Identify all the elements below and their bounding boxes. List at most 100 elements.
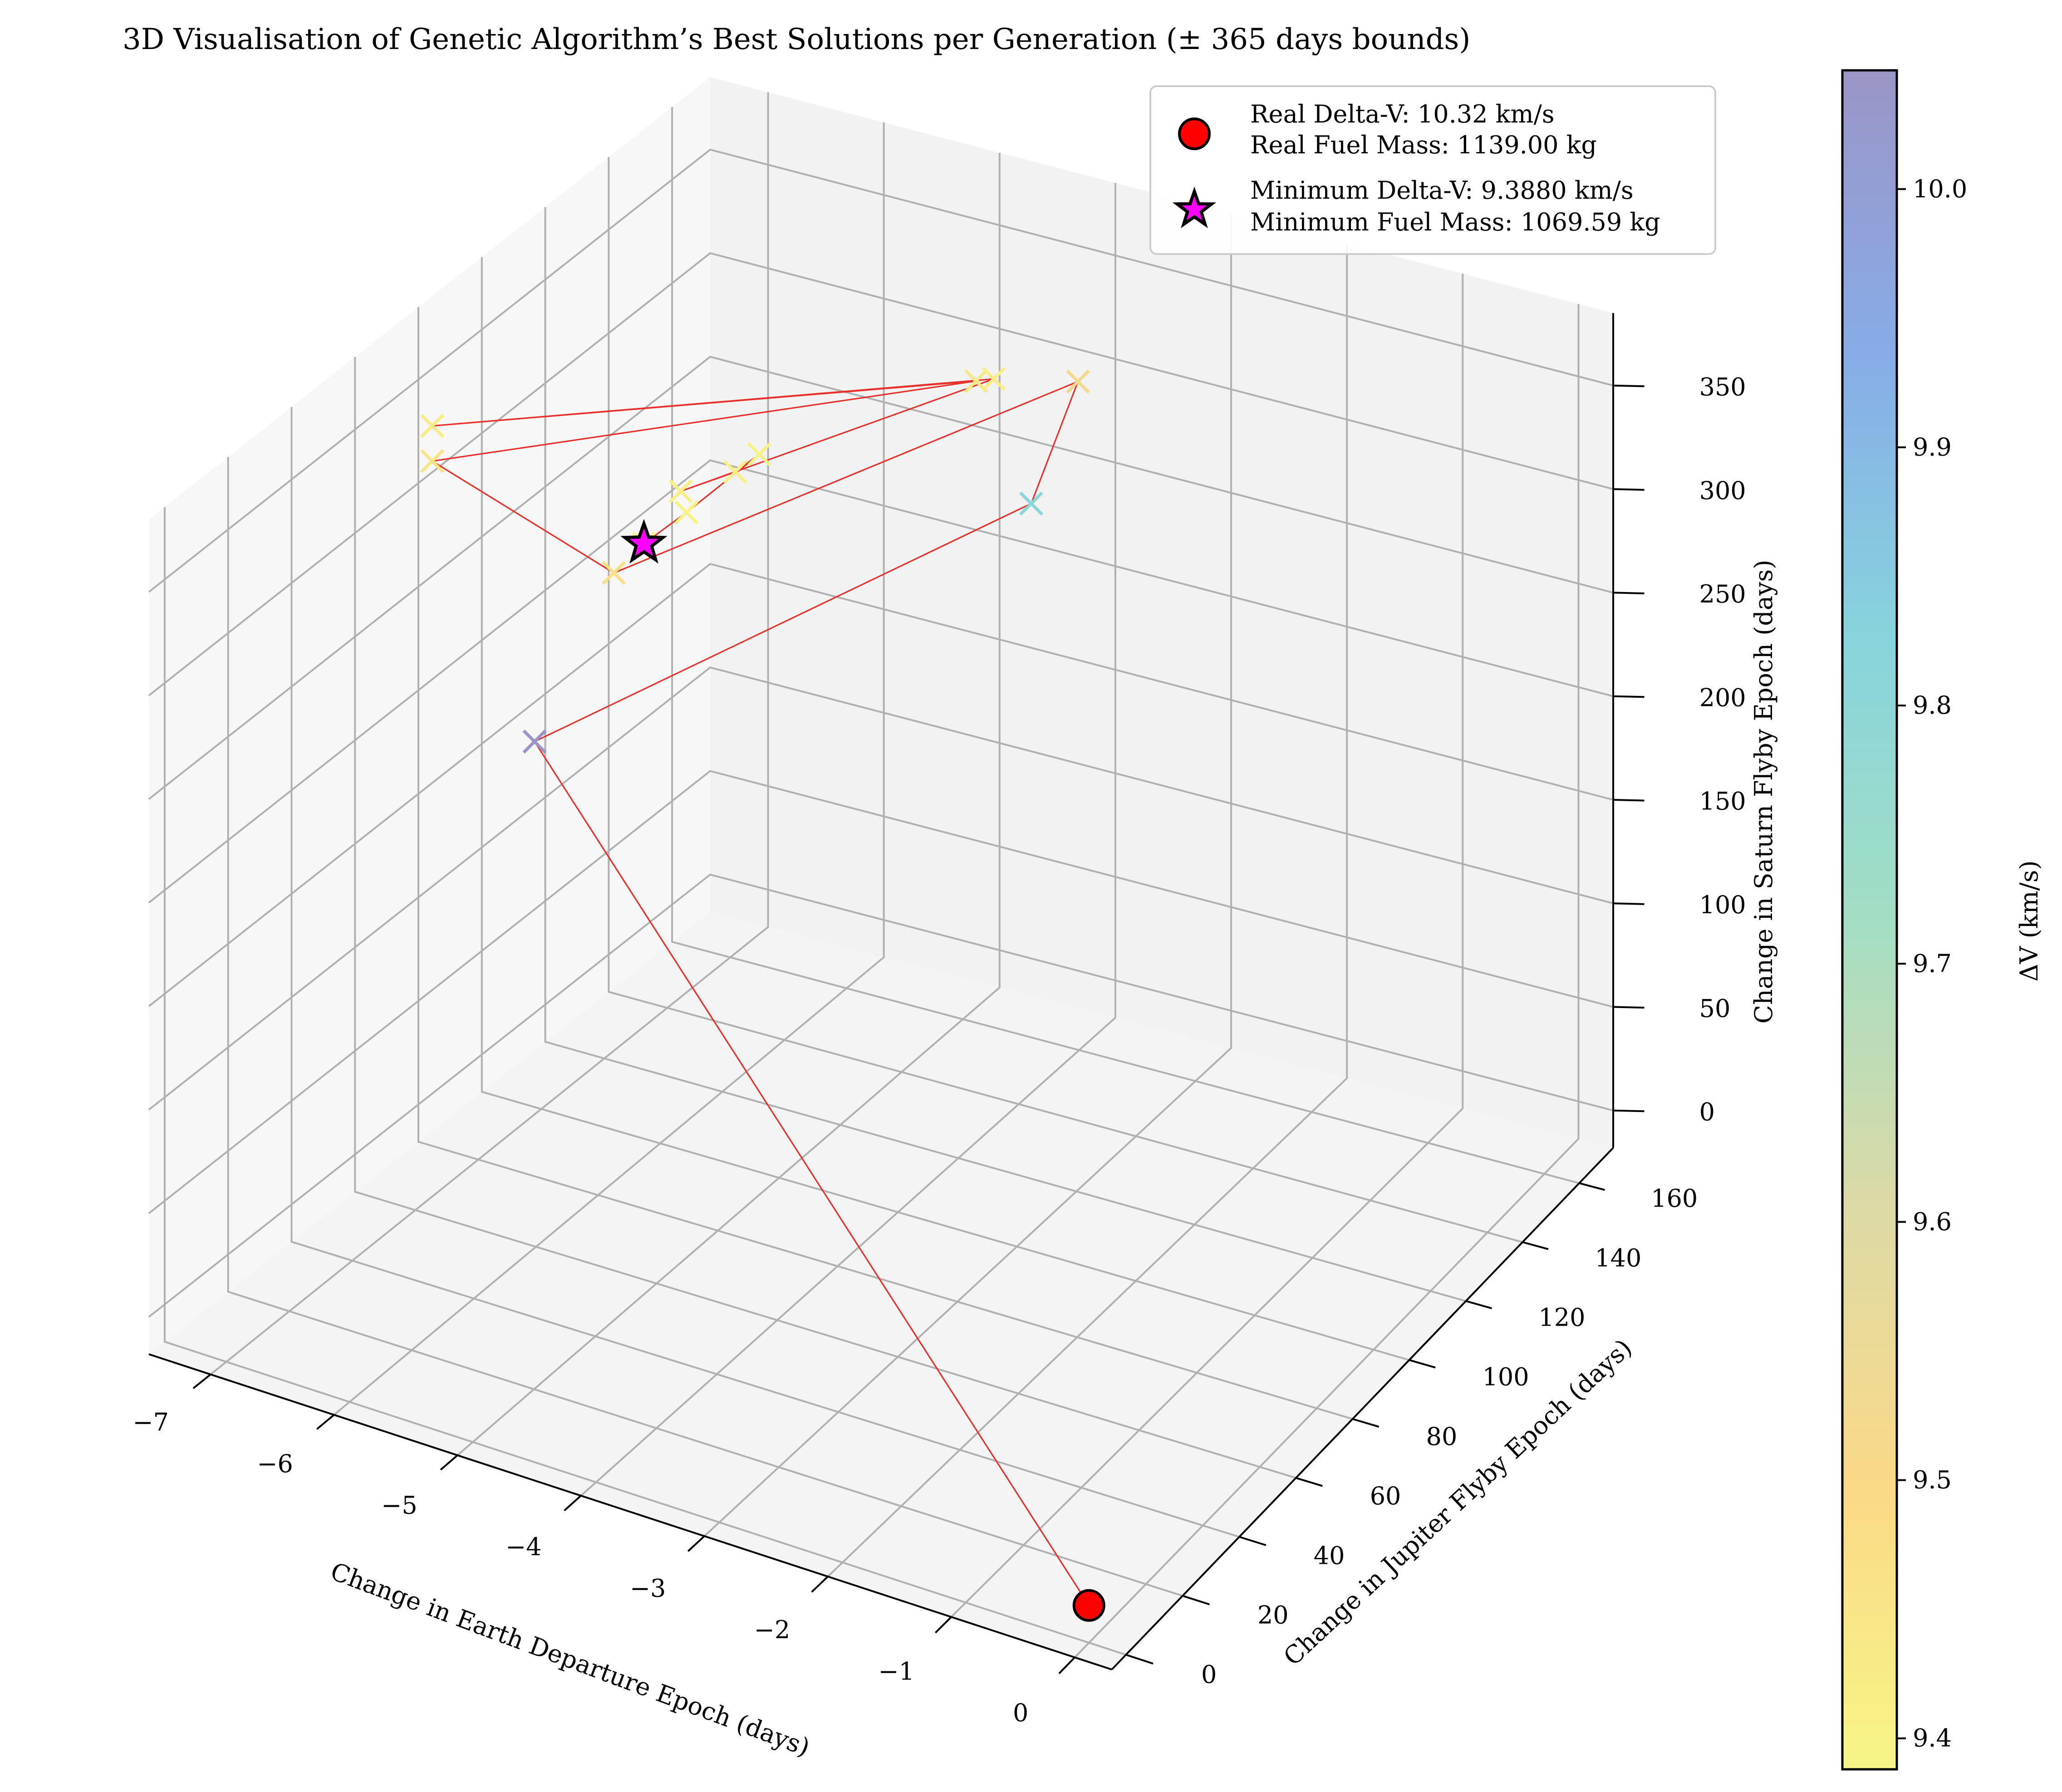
grid-line-y <box>671 107 1580 1184</box>
x-tick <box>316 1414 335 1430</box>
x-tick-label: 0 <box>1013 1699 1028 1727</box>
generation-marker <box>723 460 747 484</box>
colorbar: 9.4 9.5 9.6 9.7 9.8 9.9 10.0 ΔV (km/s) <box>1841 69 2043 1771</box>
z-tick <box>1613 384 1645 387</box>
pane-left <box>149 77 710 1354</box>
y-tick-label: 80 <box>1426 1422 1458 1451</box>
z-tick-label: 350 <box>1699 373 1746 401</box>
generation-marker-stroke <box>668 479 693 504</box>
generation-marker-stroke <box>1019 491 1043 516</box>
grid-line-z <box>148 873 1614 1318</box>
z-tick-label: 200 <box>1699 683 1746 712</box>
grid-line-y <box>290 407 1240 1538</box>
z-tick-label: 100 <box>1699 891 1746 919</box>
colorbar-tick-label: 9.4 <box>1913 1724 1952 1753</box>
y-tick <box>1239 1536 1267 1546</box>
y-tick <box>1579 1182 1605 1191</box>
x-tick <box>440 1454 458 1471</box>
x-tick <box>564 1495 582 1512</box>
grid-line-z <box>148 770 1614 1214</box>
grid-line-x <box>210 92 769 1376</box>
grid-line-y <box>481 257 1410 1361</box>
x-axis-label: Change in Earth Departure Epoch (days) <box>327 1557 814 1762</box>
generation-marker <box>674 500 699 524</box>
grid-line-z <box>148 459 1614 904</box>
x-tick-label: −4 <box>506 1533 542 1561</box>
grid-line-z <box>148 252 1614 696</box>
generation-marker-stroke <box>674 500 699 524</box>
grid-line-x <box>457 152 1001 1456</box>
y-tick-label: 40 <box>1314 1541 1345 1570</box>
y-tick-label: 120 <box>1538 1303 1585 1332</box>
grid-line-y <box>227 457 1183 1597</box>
generation-marker-stroke <box>982 367 1006 391</box>
colorbar-tick-label: 9.8 <box>1913 691 1952 720</box>
generation-marker <box>982 367 1006 391</box>
grid-line-x <box>333 122 885 1416</box>
chart-title: 3D Visualisation of Genetic Algorithm’s … <box>123 23 1470 56</box>
y-tick-label: 0 <box>1201 1660 1217 1689</box>
z-tick-label: 250 <box>1699 580 1746 608</box>
legend-real-line2: Real Fuel Mass: 1139.00 kg <box>1250 131 1597 159</box>
z-tick <box>1613 695 1645 698</box>
grid-line-z <box>148 148 1614 593</box>
legend: Real Delta-V: 10.32 km/s Real Fuel Mass:… <box>1149 85 1716 255</box>
y-tick <box>1409 1359 1436 1369</box>
generation-marker <box>420 449 444 473</box>
generation-marker <box>668 479 693 504</box>
x-tick <box>687 1535 705 1552</box>
y-tick <box>1522 1241 1549 1250</box>
generation-marker <box>522 730 547 754</box>
x-tick-label: −5 <box>381 1491 417 1519</box>
colorbar-tick-label: 10.0 <box>1913 175 1967 203</box>
x-tick <box>934 1616 952 1634</box>
generation-marker-stroke <box>747 442 771 466</box>
generation-marker <box>602 561 626 585</box>
x-tick-label: −7 <box>133 1408 169 1436</box>
legend-real-line1: Real Delta-V: 10.32 km/s <box>1250 100 1555 128</box>
grid-line-x <box>580 183 1116 1497</box>
grid-line-z <box>148 666 1614 1111</box>
y-tick <box>1465 1300 1492 1309</box>
z-tick <box>1613 488 1645 491</box>
x-tick <box>1058 1656 1075 1674</box>
colorbar-gradient <box>1841 69 1898 1771</box>
colorbar-tick-label: 9.9 <box>1913 433 1952 461</box>
colorbar-tick-label: 9.6 <box>1913 1207 1952 1236</box>
colorbar-ticks: 9.4 9.5 9.6 9.7 9.8 9.9 10.0 <box>1897 175 1967 1753</box>
minimum-solution-marker <box>620 519 668 564</box>
z-tick-label: 150 <box>1699 787 1746 816</box>
colorbar-tick-label: 9.7 <box>1913 949 1952 978</box>
generation-marker-stroke <box>964 369 988 393</box>
grid-line-x <box>1074 304 1580 1658</box>
y-tick <box>1182 1595 1210 1606</box>
colorbar-tick-label: 9.5 <box>1913 1466 1952 1494</box>
grid-line-y <box>354 357 1296 1479</box>
generation-marker-stroke <box>522 730 547 754</box>
y-tick <box>1296 1477 1323 1487</box>
tick-labels: −7 −6 −5 −4 −3 −2 −1 0 0 20 40 60 80 100 120 140 160 0 50 1… <box>133 373 1746 1727</box>
z-tick-label: 50 <box>1699 994 1731 1023</box>
z-tick <box>1613 798 1645 802</box>
colorbar-label: ΔV (km/s) <box>2015 860 2043 981</box>
pane-back <box>710 77 1613 1148</box>
legend-real-marker <box>1178 118 1211 150</box>
y-tick <box>1352 1418 1380 1428</box>
y-tick-label: 160 <box>1651 1184 1698 1213</box>
tick-marks <box>192 384 1645 1674</box>
z-tick <box>1613 902 1645 905</box>
y-axis-line <box>1111 1147 1614 1670</box>
x-tick-label: −3 <box>630 1574 666 1602</box>
legend-minimum-marker <box>1172 186 1217 229</box>
grid-line-x <box>703 213 1232 1537</box>
special-markers <box>620 519 1105 1622</box>
grid-line-y <box>417 307 1353 1420</box>
grid-line-z <box>148 356 1614 800</box>
x-tick <box>811 1576 829 1593</box>
grid-line-y <box>163 507 1126 1656</box>
grid-line-x <box>827 243 1348 1577</box>
x-tick-label: −2 <box>754 1616 790 1644</box>
y-tick <box>1125 1654 1154 1665</box>
z-tick-label: 0 <box>1699 1098 1715 1126</box>
